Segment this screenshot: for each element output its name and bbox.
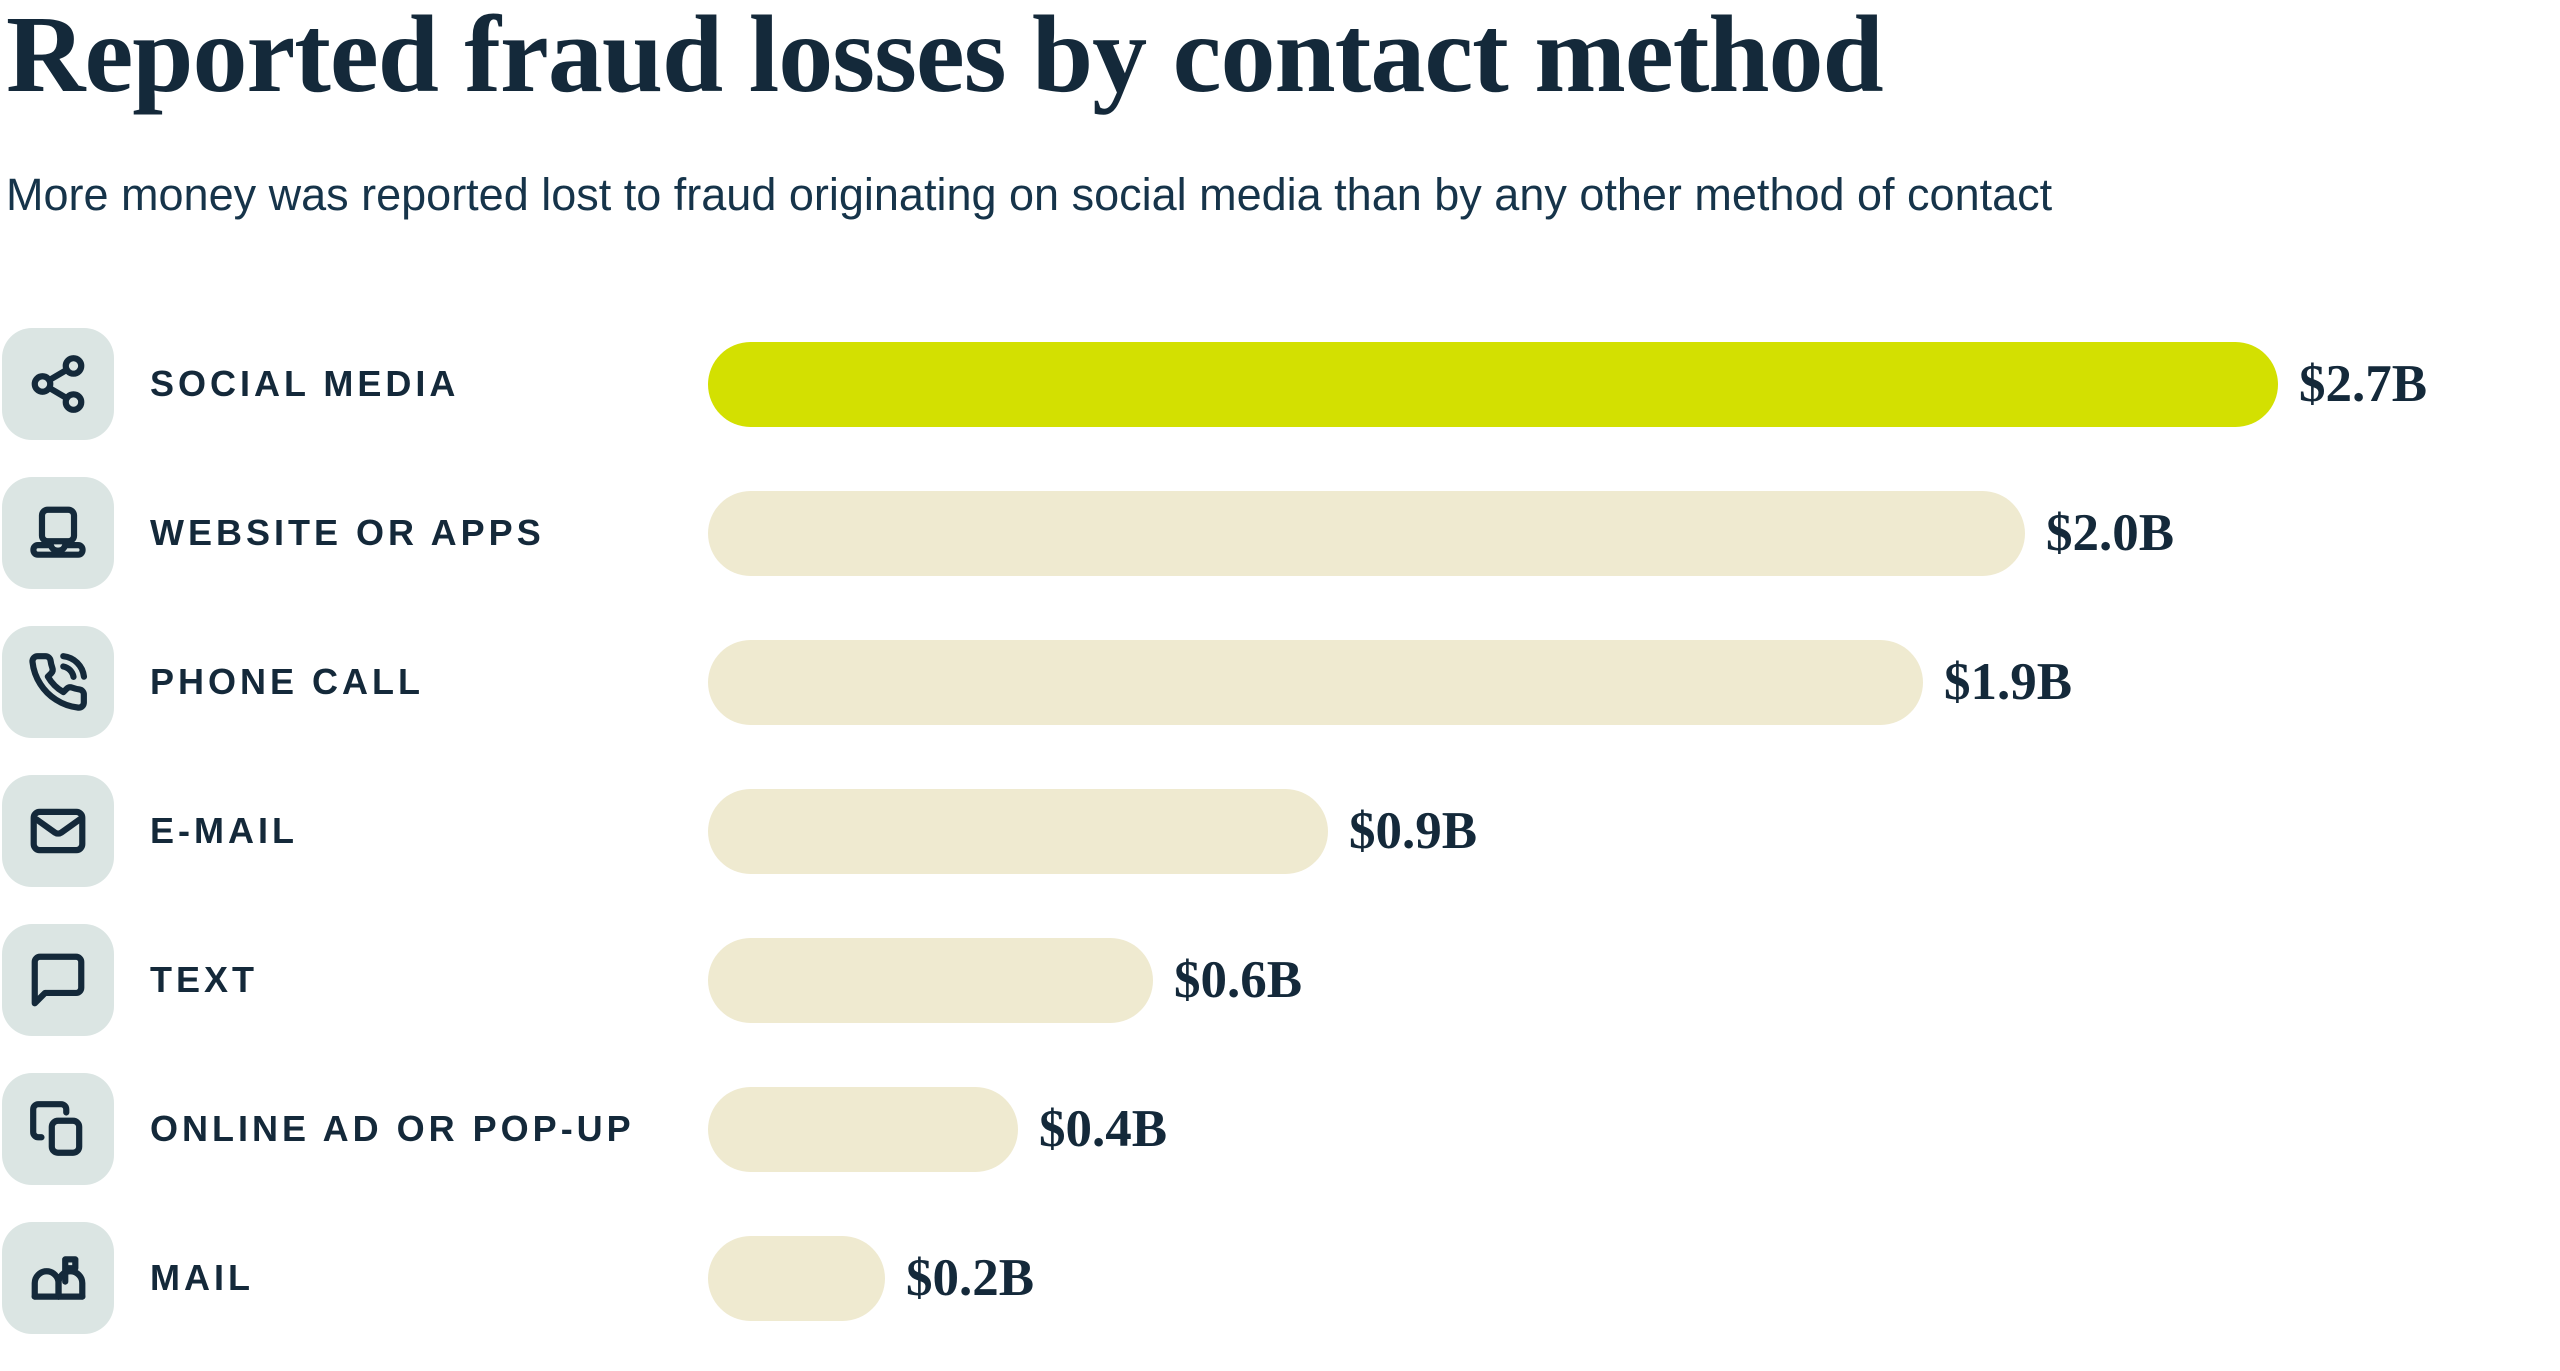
category-icon-chip [2,1073,114,1185]
bar-track: $0.4B [708,1086,1168,1172]
value-label: $2.7B [2299,355,2428,413]
category-icon-chip [2,328,114,440]
chart-row: MAIL $0.2B [2,1222,2427,1334]
bar-track: $2.0B [708,490,2175,576]
bar [708,1086,1018,1172]
chart-row: SOCIAL MEDIA $2.7B [2,328,2427,440]
category-label: WEBSITE OR APPS [150,512,545,553]
category-label: SOCIAL MEDIA [150,363,460,404]
category-icon-chip [2,477,114,589]
share-icon [27,353,89,415]
chart-row: E-MAIL $0.9B [2,775,2427,887]
bar-track: $0.2B [708,1235,1035,1321]
category-label: ONLINE AD OR POP-UP [150,1108,635,1149]
phone-call-icon [27,651,89,713]
value-label: $0.6B [1174,951,1303,1009]
laptop-icon [27,502,89,564]
value-label: $2.0B [2046,504,2175,562]
chart-row: ONLINE AD OR POP-UP $0.4B [2,1073,2427,1185]
bar [708,937,1153,1023]
bar [708,1235,885,1321]
chart-row: WEBSITE OR APPS $2.0B [2,477,2427,589]
value-label: $0.9B [1349,802,1478,860]
bar-track: $0.9B [708,788,1478,874]
page-subtitle: More money was reported lost to fraud or… [6,169,2053,220]
chart-row: TEXT $0.6B [2,924,2427,1036]
bar [708,788,1328,874]
copy-icon [27,1098,89,1160]
bar [708,341,2278,427]
message-bubble-icon [27,949,89,1011]
category-label: E-MAIL [150,810,298,851]
page-title: Reported fraud losses by contact method [6,0,1884,115]
category-icon-chip [2,1222,114,1334]
bar-track: $1.9B [708,639,2073,725]
category-label: TEXT [150,959,259,1000]
bar-track: $2.7B [708,341,2428,427]
category-icon-chip [2,924,114,1036]
bar-track: $0.6B [708,937,1303,1023]
bar [708,639,1923,725]
value-label: $0.4B [1039,1100,1168,1158]
bar [708,490,2025,576]
category-icon-chip [2,626,114,738]
value-label: $0.2B [906,1249,1035,1307]
chart-row: PHONE CALL $1.9B [2,626,2427,738]
mailbox-icon [27,1247,89,1309]
category-label: PHONE CALL [150,661,424,702]
category-icon-chip [2,775,114,887]
envelope-icon [27,800,89,862]
bar-chart: SOCIAL MEDIA $2.7B WEBSITE OR APPS $2.0B… [2,328,2427,1371]
value-label: $1.9B [1944,653,2073,711]
category-label: MAIL [150,1257,254,1298]
